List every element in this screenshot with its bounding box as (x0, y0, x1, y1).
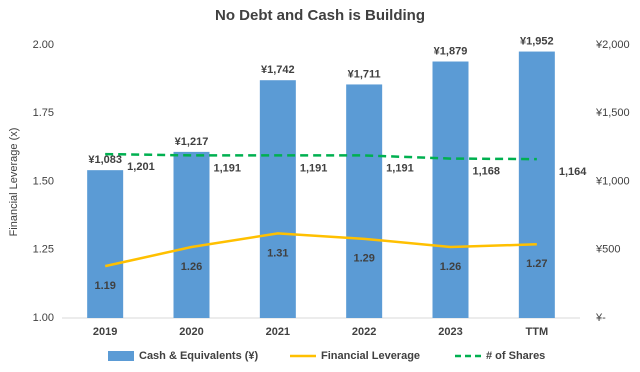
legend-label: # of Shares (486, 350, 545, 362)
line-value-label: 1.26 (181, 261, 202, 273)
y2-tick-label: ¥2,000 (595, 39, 630, 51)
chart-title: No Debt and Cash is Building (215, 7, 425, 24)
line-value-label: 1.27 (526, 258, 547, 270)
bar-value-label: ¥1,952 (520, 35, 554, 47)
line-value-label: 1,201 (127, 161, 155, 173)
y-tick-label: 1.25 (33, 244, 54, 256)
x-tick-label: TTM (526, 326, 549, 338)
bar-value-label: ¥1,711 (348, 68, 381, 80)
line-value-label: 1.29 (353, 253, 374, 265)
x-tick-label: 2020 (179, 326, 203, 338)
legend-label: Cash & Equivalents (¥) (139, 350, 259, 362)
bar-value-label: ¥1,083 (88, 154, 122, 166)
x-tick-label: 2022 (352, 326, 376, 338)
x-tick-label: 2023 (438, 326, 462, 338)
line-value-label: 1.26 (440, 261, 461, 273)
bar (518, 51, 555, 318)
line-value-label: 1,168 (473, 165, 501, 177)
bar (346, 84, 383, 318)
y2-tick-label: ¥1,500 (595, 107, 630, 119)
y-tick-label: 1.75 (33, 107, 54, 119)
bar (173, 151, 210, 318)
y2-tick-label: ¥- (595, 312, 606, 324)
bar-value-label: ¥1,217 (175, 136, 209, 148)
bar (432, 61, 469, 318)
line-value-label: 1,164 (559, 166, 587, 178)
legend-swatch (108, 351, 134, 361)
bar (87, 170, 124, 318)
x-tick-label: 2019 (93, 326, 117, 338)
line-value-label: 1,191 (214, 162, 242, 174)
y-tick-label: 1.00 (33, 312, 54, 324)
bar (259, 80, 296, 318)
bar-value-label: ¥1,742 (261, 64, 295, 76)
bar-value-label: ¥1,879 (434, 45, 468, 57)
line (104, 232, 537, 268)
legend-label: Financial Leverage (321, 350, 420, 362)
line-value-label: 1,191 (386, 162, 414, 174)
line-value-label: 1.31 (267, 247, 288, 259)
y-axis-label: Financial Leverage (x) (8, 128, 20, 237)
y2-tick-label: ¥500 (595, 244, 620, 256)
line-value-label: 1.19 (94, 280, 115, 292)
y-tick-label: 1.50 (33, 175, 54, 187)
y2-tick-label: ¥1,000 (595, 175, 630, 187)
line (105, 152, 537, 161)
line-value-label: 1,191 (300, 162, 328, 174)
x-tick-label: 2021 (266, 326, 290, 338)
y-tick-label: 2.00 (33, 39, 54, 51)
